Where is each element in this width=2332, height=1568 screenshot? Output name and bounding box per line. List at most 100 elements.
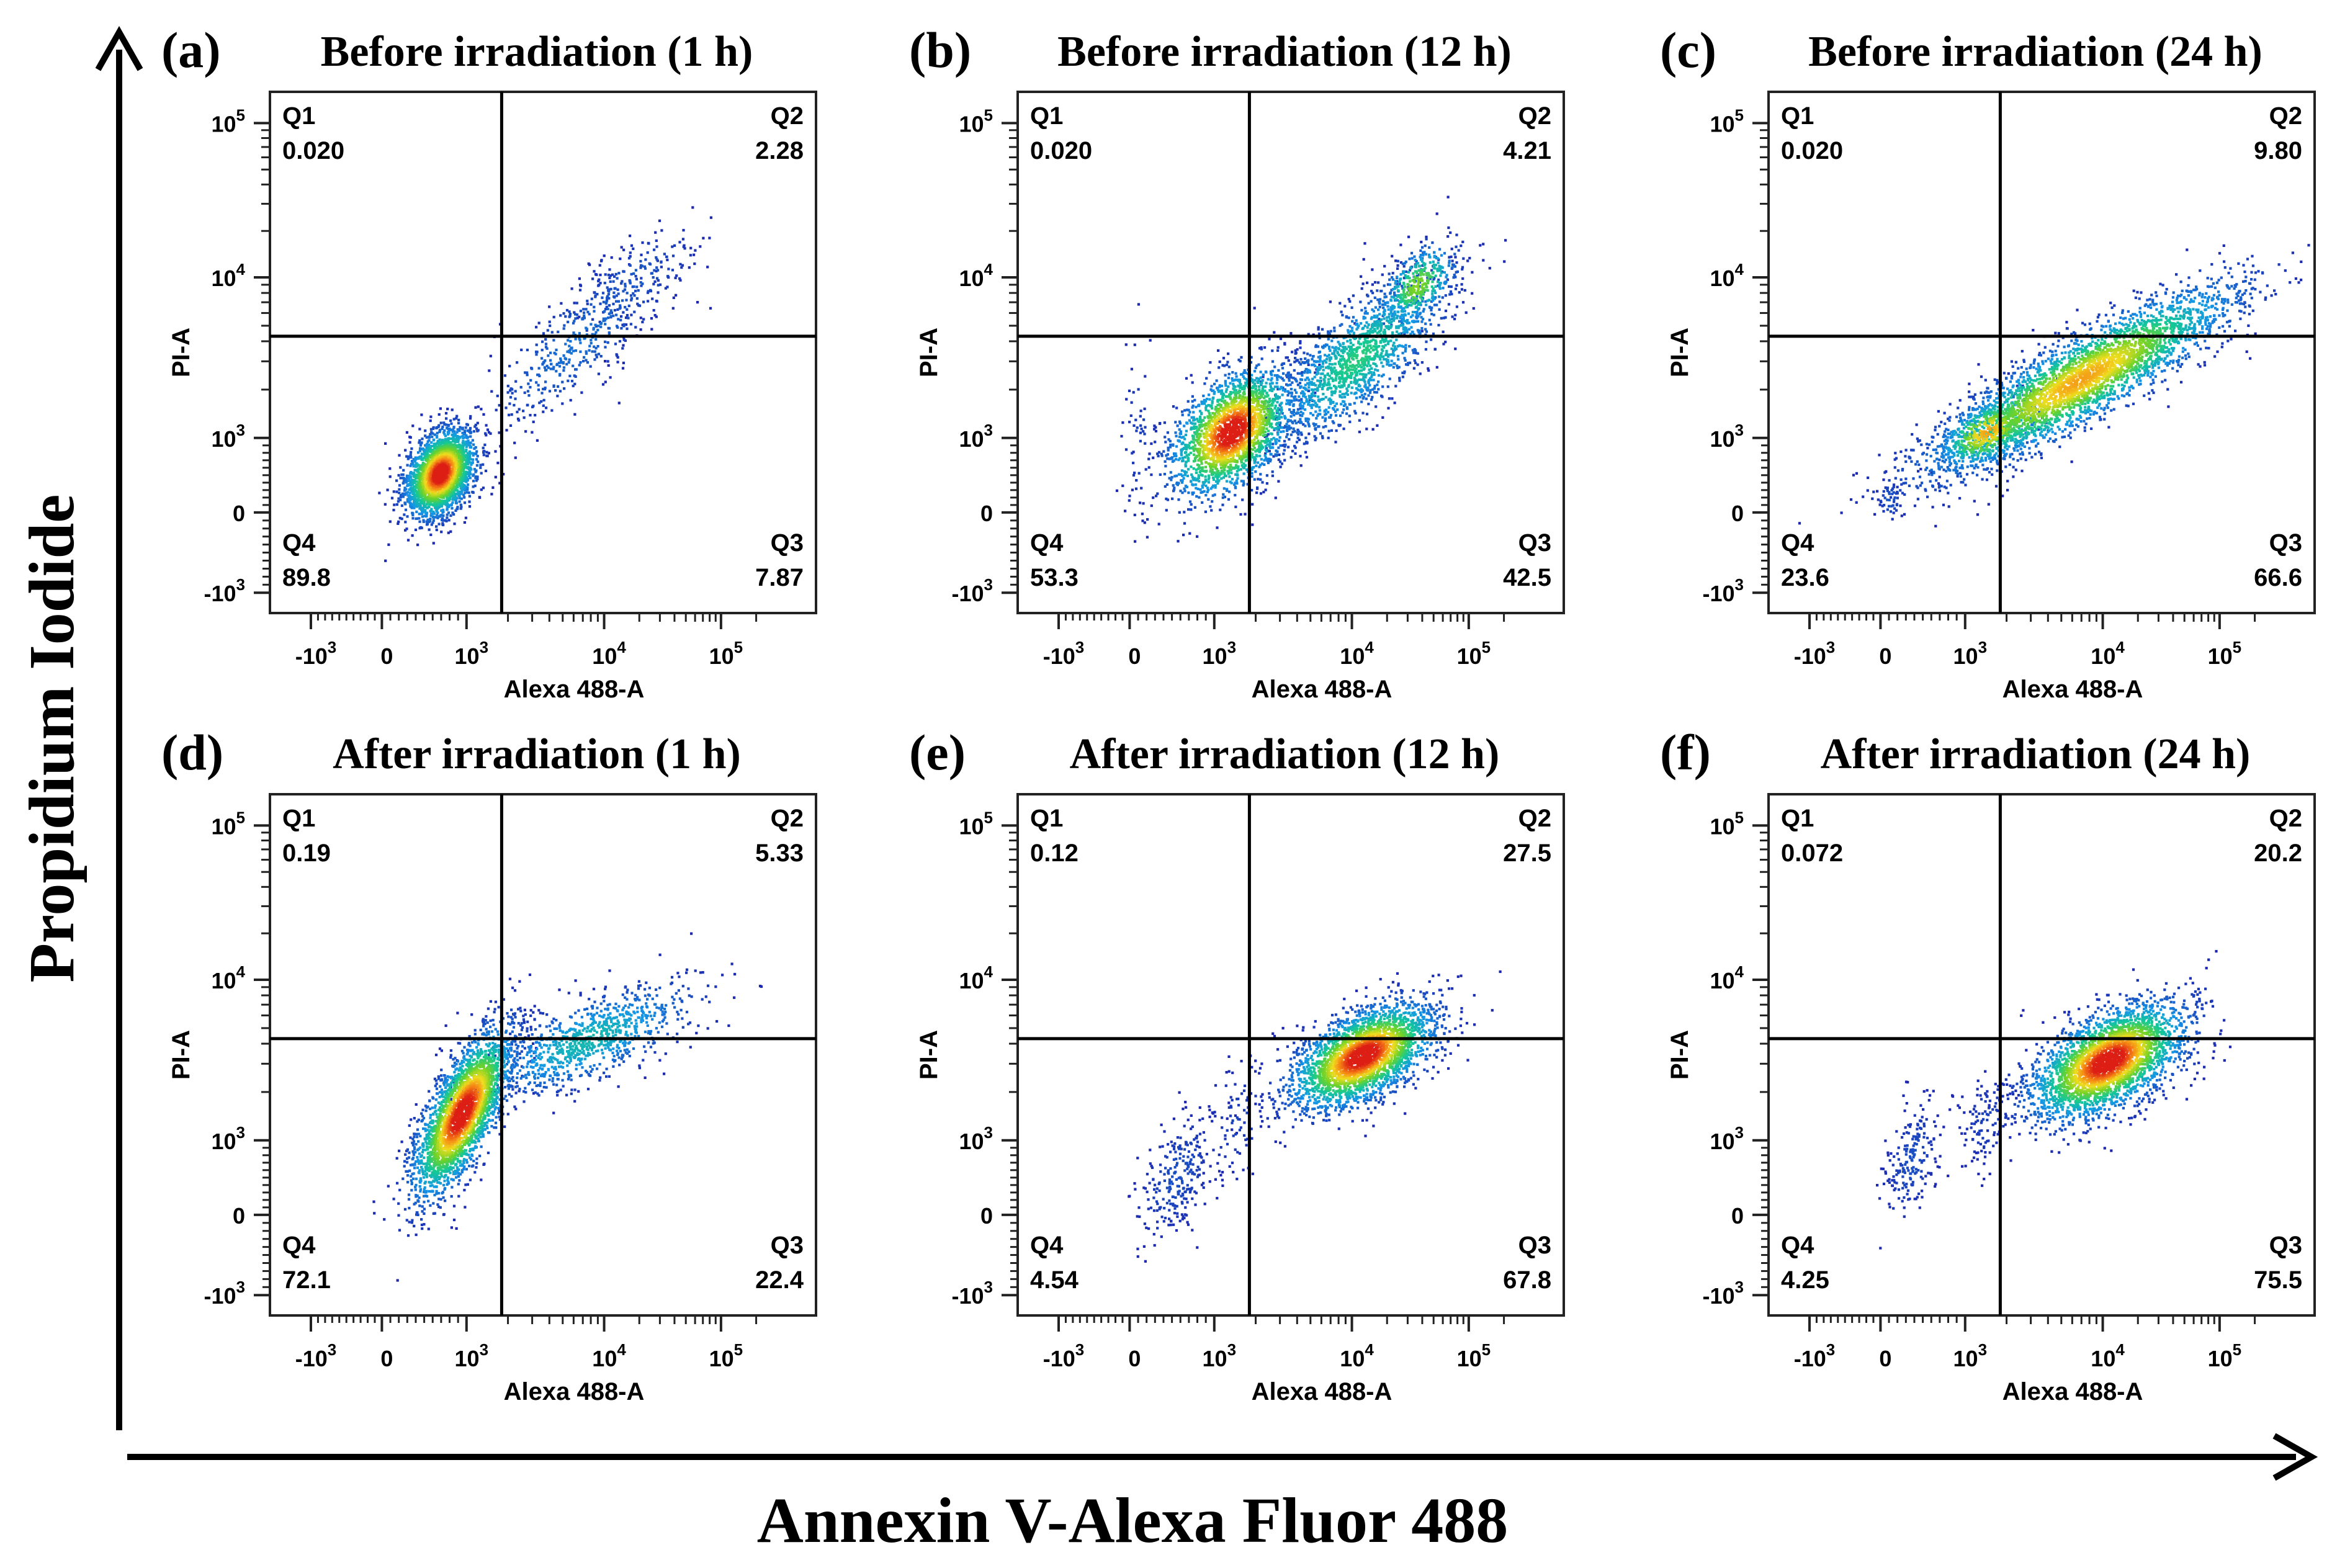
event-dot: [597, 372, 600, 375]
event-dot: [511, 388, 514, 391]
panel-b: (b) Before irradiation (12 h)Q10.020Q24.2…: [909, 22, 1565, 703]
event-dot: [401, 473, 405, 477]
event-dot: [1403, 357, 1406, 360]
event-dot: [1289, 455, 1293, 459]
event-dot: [1286, 375, 1289, 379]
event-dot: [1293, 413, 1296, 416]
event-dot: [1396, 298, 1399, 302]
event-dot: [414, 528, 418, 531]
event-dot: [1339, 344, 1342, 347]
event-dot: [1430, 300, 1433, 303]
event-dot: [1194, 483, 1197, 486]
event-dot: [1128, 499, 1131, 502]
event-dot: [442, 510, 445, 513]
event-dot: [1293, 444, 1296, 448]
event-dot: [608, 276, 611, 279]
event-dot: [1451, 315, 1454, 318]
event-dot: [1304, 395, 1307, 398]
event-dot: [1363, 311, 1366, 315]
event-dot: [1361, 377, 1365, 380]
event-dot: [1125, 398, 1128, 401]
event-dot: [1453, 253, 1456, 256]
event-dot: [1455, 305, 1458, 308]
event-dot: [436, 511, 439, 514]
event-dot: [1416, 262, 1419, 265]
y-tick-label: -103: [204, 575, 246, 606]
event-dot: [1361, 282, 1365, 285]
event-dot: [1276, 388, 1280, 391]
event-dot: [435, 509, 438, 512]
event-dot: [666, 285, 669, 289]
event-dot: [632, 247, 635, 250]
event-dot: [1381, 385, 1384, 388]
event-dot: [610, 256, 613, 259]
event-dot: [426, 518, 429, 521]
event-dot: [1183, 470, 1186, 473]
event-dot: [392, 490, 395, 493]
event-dot: [1460, 244, 1463, 248]
event-dot: [458, 495, 461, 498]
event-dot: [403, 478, 406, 482]
event-dot: [459, 484, 462, 488]
event-dot: [1190, 480, 1193, 483]
event-dot: [1238, 379, 1242, 382]
event-dot: [424, 463, 427, 467]
event-dot: [1124, 509, 1127, 513]
event-dot: [1393, 293, 1396, 297]
event-dot: [1283, 388, 1286, 391]
event-dot: [616, 326, 619, 329]
event-dot: [416, 470, 419, 473]
event-dot: [459, 447, 462, 450]
event-dot: [1389, 299, 1393, 302]
event-dot: [485, 454, 488, 457]
event-dot: [1392, 365, 1395, 369]
event-dot: [1315, 373, 1318, 376]
event-dot: [1211, 500, 1214, 503]
event-dot: [1251, 466, 1254, 469]
event-dot: [1329, 329, 1332, 333]
event-dot: [548, 305, 551, 308]
event-dot: [458, 477, 461, 480]
event-dot: [578, 364, 581, 367]
event-dot: [1139, 410, 1142, 413]
event-dot: [431, 435, 434, 439]
event-dot: [1379, 318, 1383, 321]
event-dot: [1307, 424, 1311, 428]
event-dot: [1314, 395, 1317, 398]
event-dot: [1253, 459, 1256, 462]
event-dot: [570, 380, 574, 383]
event-dot: [1415, 315, 1418, 318]
event-dot: [1260, 462, 1264, 465]
event-dot: [453, 467, 456, 470]
event-dot: [411, 463, 415, 466]
event-dot: [1454, 256, 1457, 259]
event-dot: [1293, 430, 1296, 433]
event-dot: [1417, 320, 1420, 323]
event-dot: [1299, 357, 1303, 361]
event-dot: [418, 428, 421, 431]
event-dot: [1258, 454, 1262, 457]
event-dot: [1204, 510, 1207, 513]
event-dot: [467, 462, 470, 465]
event-dot: [1374, 280, 1377, 284]
event-dot: [384, 442, 387, 445]
quadrant-q3-name: Q3: [771, 529, 804, 557]
event-dot: [506, 391, 509, 394]
event-dot: [462, 449, 465, 452]
event-dot: [422, 486, 425, 489]
event-dot: [1334, 414, 1338, 417]
event-dot: [544, 343, 548, 346]
event-dot: [1402, 307, 1406, 310]
event-dot: [432, 472, 435, 475]
event-dot: [1231, 377, 1234, 380]
event-dot: [1299, 404, 1303, 408]
event-dot: [667, 267, 670, 271]
event-dot: [1441, 296, 1444, 299]
event-dot: [1399, 261, 1403, 264]
event-dot: [1389, 306, 1392, 309]
event-dot: [404, 503, 407, 506]
event-dot: [1374, 324, 1377, 328]
event-dot: [1171, 497, 1174, 500]
event-dot: [629, 280, 632, 283]
event-dot: [604, 302, 608, 305]
